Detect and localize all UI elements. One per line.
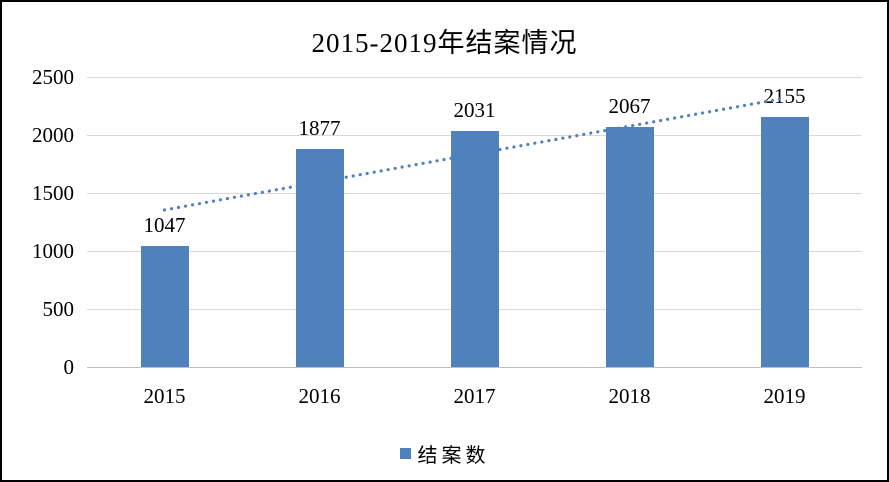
y-tick-label: 1000 [32,239,74,263]
legend-label: 结案数 [417,445,490,467]
x-category-label: 2018 [608,384,651,408]
x-axis-line [87,367,862,368]
bar-2016 [295,149,344,367]
bar-data-label: 1047 [143,212,186,237]
gridline [87,77,862,78]
bar-data-label: 2155 [763,84,806,109]
bar-2017 [450,131,499,367]
bar-data-label: 2031 [453,98,496,123]
bar-2019 [760,117,809,367]
y-tick-label: 500 [42,297,75,321]
bar-2015 [140,245,189,367]
bar-2018 [605,127,654,367]
bar-data-label: 1877 [298,116,341,141]
legend: 结案数 [2,439,887,468]
chart-title: 2015-2019年结案情况 [311,28,578,58]
x-category-label: 2019 [763,384,806,408]
y-tick-label: 2000 [32,123,74,147]
x-category-label: 2016 [298,384,341,408]
legend-swatch-icon [399,448,411,459]
bar-data-label: 2067 [608,94,651,119]
x-category-label: 2015 [143,384,186,408]
y-tick-label: 2500 [32,65,74,89]
x-category-label: 2017 [453,384,496,408]
y-tick-label: 1500 [32,181,74,205]
y-tick-label: 0 [63,355,75,379]
